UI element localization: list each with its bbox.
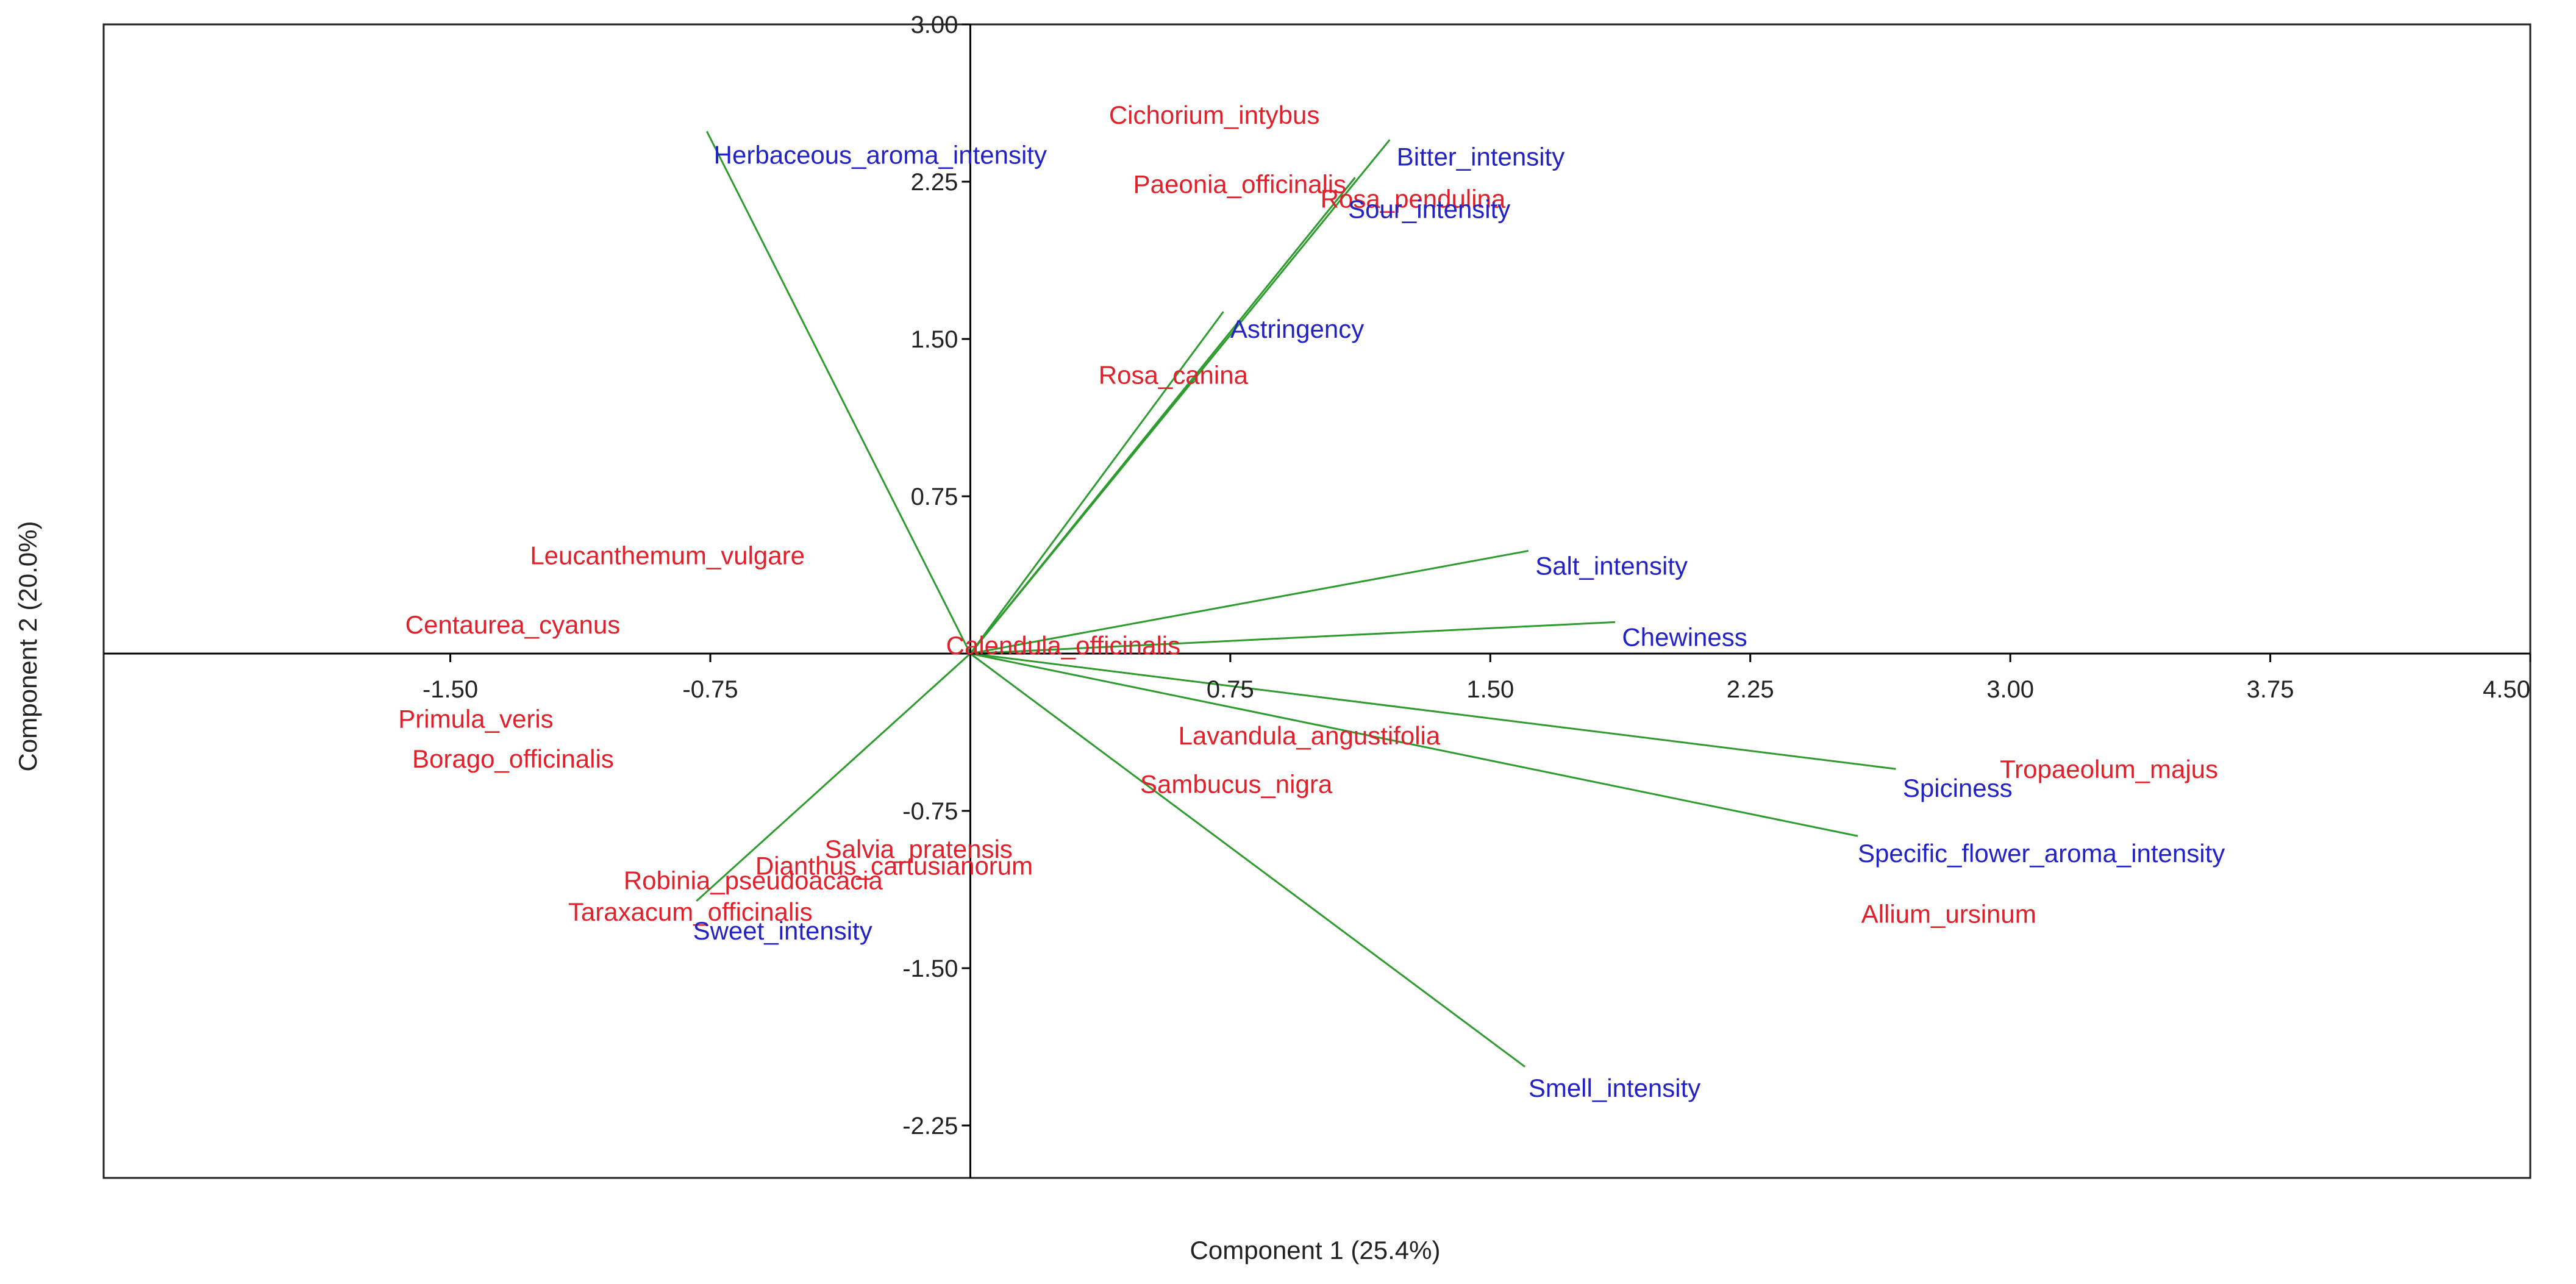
- variable-label-salt-intensity: Salt_intensity: [1535, 552, 1688, 580]
- loading-line-chewiness: [970, 621, 1616, 655]
- y-axis-title: Component 2 (20.0%): [13, 521, 42, 772]
- y-tick-label: 2.25: [911, 169, 958, 196]
- plot-frame-group: [102, 23, 2531, 1179]
- observation-label-paeonia-officinalis: Paeonia_officinalis: [1133, 169, 1346, 198]
- loading-line-sour-intensity: [969, 177, 1356, 654]
- loading-line-specific-flower-aroma-intensity: [970, 652, 1858, 837]
- observation-label-primula-veris: Primula_veris: [398, 705, 553, 733]
- loading-line-herbaceous-aroma-intensity: [705, 130, 971, 654]
- loading-line-astringency: [969, 311, 1224, 654]
- variable-label-smell-intensity: Smell_intensity: [1529, 1074, 1700, 1102]
- zero-axes-group: [104, 24, 2530, 1178]
- variable-label-specific-flower-aroma-intensity: Specific_flower_aroma_intensity: [1858, 839, 2225, 868]
- x-tick-label: 1.50: [1466, 676, 1514, 703]
- loading-lines-group: [696, 130, 1896, 1068]
- observation-label-taraxacum-officinalis: Taraxacum_officinalis: [568, 897, 813, 926]
- y-tick-label: 0.75: [911, 483, 958, 510]
- variable-label-sour-intensity: Sour_intensity: [1348, 195, 1510, 224]
- variable-label-chewiness: Chewiness: [1622, 622, 1747, 651]
- observation-label-leucanthemum-vulgare: Leucanthemum_vulgare: [530, 541, 805, 569]
- loading-line-spiciness: [970, 652, 1896, 770]
- y-tick-label: -2.25: [902, 1113, 958, 1140]
- observation-label-salvia-pratensis: Salvia_pratensis: [825, 835, 1013, 863]
- x-tick-label: -1.50: [423, 676, 478, 703]
- variable-label-bitter-intensity: Bitter_intensity: [1397, 143, 1565, 171]
- x-tick-label: 0.75: [1207, 676, 1254, 703]
- loading-line-smell-intensity: [969, 652, 1526, 1068]
- observation-label-borago-officinalis: Borago_officinalis: [412, 744, 614, 773]
- observation-label-lavandula-angustifolia: Lavandula_angustifolia: [1179, 721, 1441, 750]
- x-tick-label: 3.00: [1986, 676, 2034, 703]
- observation-label-centaurea-cyanus: Centaurea_cyanus: [405, 610, 621, 639]
- observation-label-rosa-pendulina: Rosa_pendulina: [1321, 185, 1506, 213]
- observation-labels-group: Cichorium_intybusPaeonia_officinalisRosa…: [398, 101, 2218, 929]
- variable-label-sweet-intensity: Sweet_intensity: [693, 916, 872, 945]
- loading-line-sweet-intensity: [696, 652, 971, 902]
- observation-label-cichorium-intybus: Cichorium_intybus: [1109, 101, 1319, 129]
- observation-label-robinia-pseudoacacia: Robinia_pseudoacacia: [624, 866, 883, 895]
- observation-label-tropaeolum-majus: Tropaeolum_majus: [2000, 755, 2218, 783]
- observation-label-rosa-canina: Rosa_canina: [1099, 360, 1249, 389]
- observation-label-dianthus-cartusianorum: Dianthus_cartusianorum: [755, 851, 1033, 880]
- variable-label-spiciness: Spiciness: [1903, 774, 2013, 802]
- x-tick-label: 3.75: [2247, 676, 2294, 703]
- x-tick-label: -0.75: [682, 676, 738, 703]
- y-tick-label: 3.00: [911, 12, 958, 38]
- variable-label-herbaceous-aroma-intensity: Herbaceous_aroma_intensity: [714, 140, 1047, 169]
- y-tick-label: -1.50: [902, 955, 958, 982]
- variable-label-astringency: Astringency: [1230, 315, 1364, 343]
- x-tick-label: 2.25: [1727, 676, 1774, 703]
- plot-frame: [102, 23, 2531, 1179]
- x-tick-label: 4.50: [2483, 676, 2530, 703]
- x-axis-title: Component 1 (25.4%): [1190, 1236, 1441, 1264]
- tick-labels-group: -1.50 -0.75 0.75 1.50 2.25 3.00 3.75 4.50 3.00 2.…: [423, 12, 2531, 1140]
- y-tick-label: 1.50: [911, 326, 958, 353]
- loading-line-salt-intensity: [970, 549, 1529, 655]
- observation-label-allium-ursinum: Allium_ursinum: [1861, 900, 2036, 929]
- variable-labels-group: Herbaceous_aroma_intensity Bitter_intensi…: [693, 140, 2225, 1102]
- observation-label-sambucus-nigra: Sambucus_nigra: [1140, 769, 1333, 798]
- y-tick-label: -0.75: [902, 798, 958, 825]
- observation-label-calendula-officinalis: Calendula_officinalis: [946, 631, 1180, 660]
